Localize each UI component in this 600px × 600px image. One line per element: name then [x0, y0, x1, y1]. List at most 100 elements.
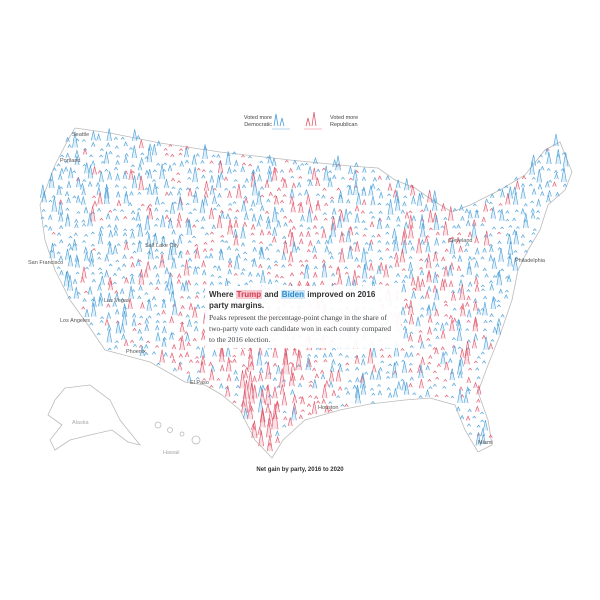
county-peak: [420, 295, 425, 300]
county-peak: [152, 182, 158, 195]
county-peak: [338, 386, 343, 391]
county-peak: [170, 153, 175, 157]
county-peak: [137, 295, 142, 300]
county-peak: [90, 303, 97, 317]
county-peak: [82, 297, 87, 303]
county-peak: [498, 202, 503, 206]
county-peak: [339, 247, 345, 263]
county-peak: [450, 236, 455, 240]
county-peak: [441, 266, 446, 270]
county-peak: [377, 383, 381, 387]
island: [179, 431, 185, 437]
county-peak: [186, 219, 193, 236]
trump-highlight: Trump: [235, 290, 263, 299]
county-peak: [396, 380, 402, 390]
county-peak: [264, 361, 269, 365]
county-peak: [512, 217, 517, 222]
county-peak: [164, 266, 170, 275]
county-peak: [347, 185, 353, 196]
county-peak: [291, 406, 297, 421]
county-peak: [508, 224, 513, 228]
county-peak: [324, 404, 330, 413]
county-peak: [74, 222, 79, 229]
county-peak: [408, 362, 413, 366]
county-peak: [243, 211, 249, 221]
county-peak: [299, 271, 304, 275]
county-peak: [553, 169, 558, 174]
county-peak: [252, 180, 258, 196]
county-peak: [466, 319, 471, 323]
county-peak: [377, 202, 382, 206]
county-peak: [148, 281, 153, 286]
heading-text: Where: [209, 290, 236, 299]
county-peak: [185, 314, 190, 318]
county-peak: [473, 297, 478, 304]
county-peak: [171, 257, 177, 269]
county-peak: [364, 242, 369, 245]
county-peak: [116, 154, 120, 158]
county-peak: [444, 313, 449, 317]
county-peak: [308, 384, 313, 387]
county-peak: [283, 221, 288, 227]
county-peak: [353, 226, 358, 229]
county-peak: [225, 213, 231, 220]
county-peak: [474, 282, 480, 292]
county-peak: [179, 148, 183, 151]
county-peak: [408, 214, 414, 229]
footer: Net gain by party, 2016 to 2020: [256, 467, 344, 473]
county-peak: [82, 163, 87, 167]
county-peak: [552, 181, 557, 187]
county-peak: [225, 385, 231, 397]
county-peak: [41, 208, 46, 212]
county-peak: [352, 169, 358, 181]
county-peak: [99, 154, 104, 158]
county-peak: [172, 300, 178, 316]
county-peak: [411, 287, 416, 291]
county-peak: [483, 230, 490, 246]
county-peak: [307, 353, 312, 357]
county-peak: [296, 181, 302, 188]
county-peak: [475, 405, 480, 412]
county-peak: [232, 201, 237, 204]
county-peak: [56, 266, 61, 269]
county-peak: [426, 285, 432, 292]
county-peak: [242, 162, 247, 166]
legend-rep: Voted more Republican: [330, 115, 359, 128]
county-peak: [451, 254, 457, 259]
county-peak: [98, 171, 104, 183]
county-peak: [385, 223, 390, 229]
county-peak: [465, 415, 471, 421]
county-peak: [209, 174, 215, 183]
county-peak: [248, 382, 255, 404]
county-peak: [307, 412, 312, 416]
county-peak: [259, 241, 264, 244]
county-peak: [344, 403, 349, 407]
county-peak: [99, 225, 104, 230]
county-peak: [410, 245, 415, 251]
county-peak: [415, 275, 421, 292]
county-peak: [241, 388, 249, 413]
county-peak: [328, 351, 333, 358]
county-peak: [114, 292, 120, 301]
county-peak: [312, 281, 317, 287]
county-peak: [131, 145, 137, 159]
county-peak: [248, 271, 253, 277]
county-peak: [420, 209, 425, 213]
county-peak: [241, 154, 245, 158]
county-peak: [114, 215, 119, 221]
county-peak: [276, 187, 282, 192]
county-peak: [233, 218, 239, 228]
county-peak: [328, 380, 334, 388]
county-peak: [194, 243, 199, 247]
county-peak: [243, 195, 248, 199]
county-peak: [385, 247, 390, 251]
county-peak: [328, 170, 333, 174]
county-peak: [164, 283, 170, 291]
county-peak: [520, 183, 526, 188]
county-peak: [123, 216, 128, 219]
county-peak: [164, 280, 169, 284]
county-peak: [185, 219, 191, 228]
county-peak: [113, 229, 119, 236]
county-peak: [147, 315, 152, 319]
county-peak: [241, 267, 246, 272]
